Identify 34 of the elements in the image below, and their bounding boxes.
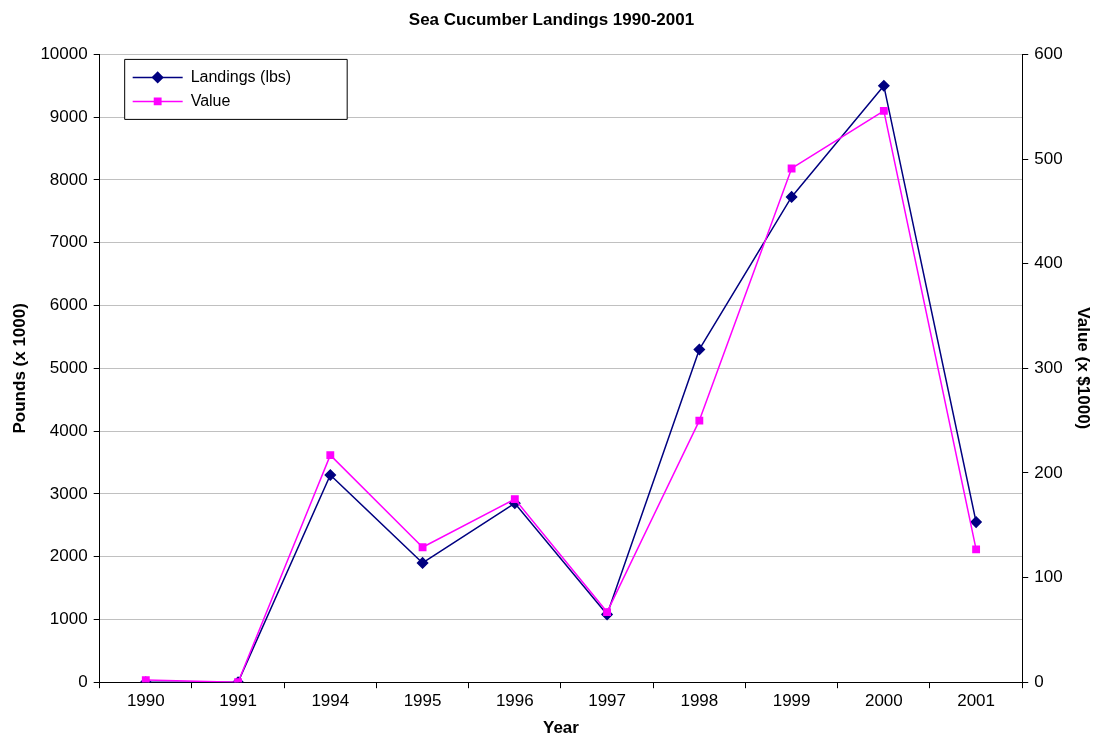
legend-label: Landings (lbs): [190, 67, 292, 85]
y-tick-label: 0: [78, 671, 88, 691]
y-tick-label: 10000: [40, 44, 88, 64]
y2-axis-title: Value (x $1000): [1074, 307, 1094, 430]
y-tick-label: 8000: [49, 169, 88, 189]
y2-tick-label: 300: [1034, 357, 1063, 377]
x-tick-label: 2000: [864, 691, 903, 711]
x-tick-label: 1990: [126, 691, 165, 711]
y2-tick-label: 0: [1034, 671, 1044, 691]
y2-tick-label: 200: [1034, 462, 1063, 482]
y2-tick-label: 400: [1034, 253, 1063, 273]
x-tick-label: 1999: [772, 691, 811, 711]
x-tick-label: 1997: [588, 691, 626, 711]
y2-tick-label: 600: [1034, 44, 1063, 64]
x-tick-label: 1994: [311, 691, 350, 711]
x-tick-label: 1991: [219, 691, 257, 711]
chart-title: Sea Cucumber Landings 1990-2001: [408, 9, 695, 29]
y2-tick-label: 500: [1034, 148, 1063, 168]
x-axis-title: Year: [542, 718, 580, 738]
y-tick-label: 2000: [49, 546, 88, 566]
y-tick-label: 1000: [49, 609, 88, 629]
y-tick-label: 9000: [49, 106, 88, 126]
y-tick-label: 6000: [49, 295, 88, 315]
y-tick-label: 3000: [49, 483, 88, 503]
x-tick-label: 1998: [680, 691, 719, 711]
y-tick-label: 4000: [49, 420, 88, 440]
legend-label: Value: [190, 91, 231, 109]
y-tick-label: 5000: [49, 357, 88, 377]
x-tick-label: 1996: [495, 691, 534, 711]
x-tick-label: 2001: [957, 691, 996, 711]
y-axis-title: Pounds (x 1000): [9, 303, 29, 434]
y2-tick-label: 100: [1034, 567, 1063, 587]
x-tick-label: 1995: [403, 691, 442, 711]
y-tick-label: 7000: [49, 232, 88, 252]
